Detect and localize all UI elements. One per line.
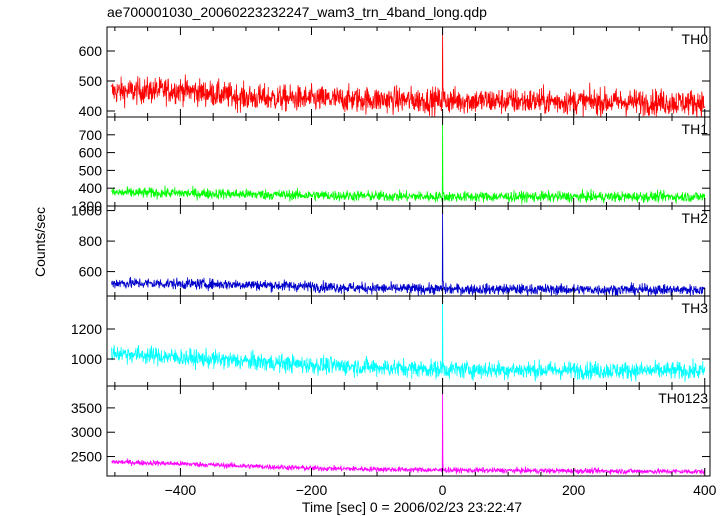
y-tick-label: 1200: [71, 321, 102, 337]
y-axis-label: Counts/sec: [32, 207, 48, 277]
y-tick-label: 600: [79, 264, 103, 280]
series-line-th1: [111, 121, 706, 205]
y-tick-label: 800: [79, 233, 103, 249]
x-axis-label: Time [sec] 0 = 2006/02/23 23:22:47: [302, 499, 522, 515]
panel-frame: [106, 385, 711, 477]
y-tick-label: 600: [79, 145, 103, 161]
series-label: TH2: [682, 210, 709, 226]
panel-th2: 600 800 1000 TH2: [71, 203, 711, 297]
y-tick-label: 3500: [71, 400, 102, 416]
chart-title: ae700001030_20060223232247_wam3_trn_4ban…: [107, 4, 487, 20]
series-line-th3: [111, 296, 706, 383]
series-label: TH1: [682, 121, 709, 137]
series-line-th0123: [111, 386, 706, 476]
panel-th0123: 2500 3000 3500 TH0123 −400 −200 0 200 400: [71, 385, 717, 498]
x-tick-label: 400: [693, 482, 717, 498]
panel-th0: 400 500 600 TH0: [79, 26, 711, 119]
x-tick-label: 0: [439, 482, 447, 498]
y-tick-label: 400: [79, 103, 103, 119]
x-tick-label: −400: [165, 482, 197, 498]
y-tick-label: 3000: [71, 424, 102, 440]
series-label: TH0123: [658, 390, 708, 406]
x-tick-label: 200: [562, 482, 586, 498]
y-tick-label: 700: [79, 127, 103, 143]
y-tick-label: 1000: [71, 203, 102, 219]
y-tick-label: 500: [79, 73, 103, 89]
x-tick-label: −200: [296, 482, 328, 498]
y-tick-label: 400: [79, 180, 103, 196]
y-tick-label: 500: [79, 162, 103, 178]
series-line-th0: [111, 27, 706, 117]
panel-frame: [106, 116, 711, 207]
y-tick-label: 2500: [71, 449, 102, 465]
y-tick-label: 600: [79, 43, 103, 59]
panel-th3: 1000 1200 TH3: [71, 295, 711, 387]
series-line-th2: [111, 207, 706, 296]
series-label: TH3: [682, 300, 709, 316]
y-tick-label: 1000: [71, 351, 102, 367]
y-tick-label: 300: [79, 198, 103, 214]
series-label: TH0: [682, 31, 709, 47]
